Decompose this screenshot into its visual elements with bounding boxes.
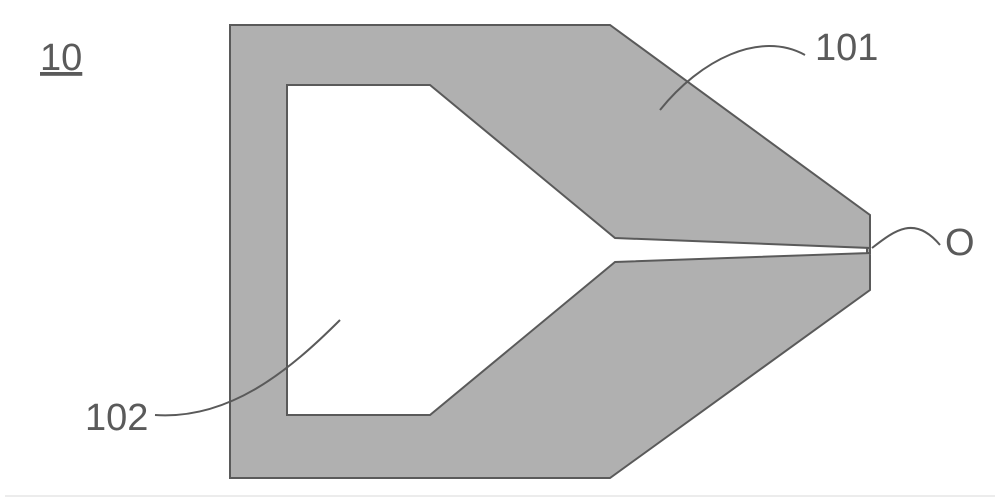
- figure-number-label: 10: [40, 37, 82, 79]
- label-101: 101: [815, 27, 878, 69]
- leader-O: [872, 228, 940, 248]
- label-102: 102: [85, 397, 148, 439]
- diagram-body: [230, 25, 870, 478]
- label-O: O: [945, 222, 975, 264]
- technical-diagram: 10 101 O 102: [0, 0, 1000, 500]
